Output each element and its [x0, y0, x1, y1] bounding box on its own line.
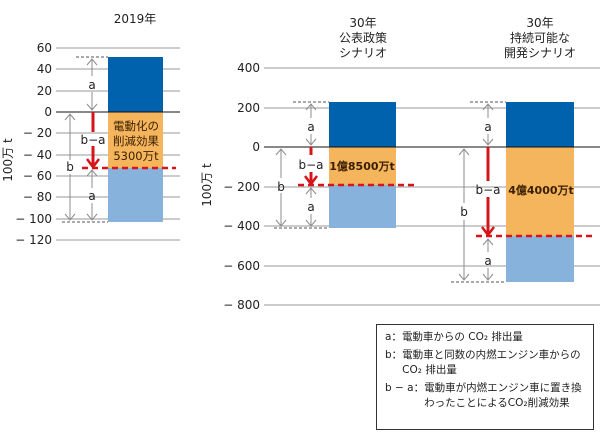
arrow-a-top-sustainable: a [482, 103, 494, 146]
chart-title-sustainable-development: 30年 持続可能な 開発シナリオ [504, 16, 576, 60]
y-axis-label: 100万 t [1, 138, 15, 182]
y-axis-ticks: 60 40 20 0 − 20 − 40 − 60 − 80 − 100 − 1… [15, 41, 52, 247]
bar-reduction-sustainable [506, 147, 574, 236]
legend: a： 電動車からの CO₂ 排出量 b： 電動車と同数の内燃エンジン車からの C… [376, 324, 594, 430]
svg-text:b−a: b−a [475, 183, 500, 197]
arrow-b-minus-a-stated: b−a [298, 147, 324, 187]
svg-text:− 80: − 80 [23, 190, 52, 204]
svg-text:0: 0 [252, 140, 260, 154]
svg-text:持続可能な: 持続可能な [510, 30, 570, 45]
svg-text:− 40: − 40 [23, 148, 52, 162]
svg-text:− 60: − 60 [23, 169, 52, 183]
bar-a-bottom-sustainable [506, 236, 574, 282]
arrow-b: b [64, 113, 76, 221]
svg-text:電動化の: 電動化の [113, 119, 159, 133]
y-axis-ticks: 400 200 0 − 200 − 400 − 600 − 800 [223, 61, 260, 312]
svg-text:削減効果: 削減効果 [113, 134, 159, 148]
svg-text:− 100: − 100 [15, 212, 52, 226]
svg-text:60: 60 [37, 41, 52, 55]
svg-text:30年: 30年 [526, 16, 553, 30]
arrow-a-bottom: a [86, 169, 98, 221]
arrow-a-bottom-sustainable: a [482, 238, 494, 281]
svg-text:a: a [484, 120, 491, 134]
svg-text:b: b [66, 160, 74, 174]
arrow-b-stated: b [275, 148, 287, 227]
bar-reduction-stated [329, 147, 396, 185]
arrow-a-top: a [86, 58, 98, 111]
bar-a-bottom [108, 168, 163, 222]
svg-text:30年: 30年 [349, 16, 376, 30]
svg-text:− 120: − 120 [15, 233, 52, 247]
svg-text:20: 20 [37, 84, 52, 98]
reduction-label-sustainable: 4億4000万t [508, 183, 574, 197]
svg-text:シナリオ: シナリオ [339, 46, 387, 60]
svg-text:5300万t: 5300万t [113, 149, 159, 163]
bar-reduction [108, 112, 163, 168]
arrow-b-minus-a-sustainable: b−a [475, 147, 501, 238]
arrow-b-sustainable: b [458, 148, 470, 281]
bar-a-bottom-stated [329, 185, 396, 228]
y-axis-label: 100万 t [200, 163, 214, 207]
legend-item-b: b： 電動車と同数の内燃エンジン車からの CO₂ 排出量 [385, 349, 581, 376]
svg-text:a: a [484, 254, 491, 268]
chart-title-stated-policies: 30年 公表政策 シナリオ [339, 16, 387, 60]
svg-text:a: a [307, 200, 314, 214]
chart-2030: 30年 公表政策 シナリオ 30年 持続可能な 開発シナリオ [200, 16, 600, 312]
arrow-a-bottom-stated: a [305, 187, 317, 227]
svg-text:− 600: − 600 [223, 259, 260, 273]
svg-text:0: 0 [44, 105, 52, 119]
arrow-b-minus-a: b−a [80, 112, 106, 170]
legend-item-b-minus-a: b − a： 電動車が内燃エンジン車に置き換わったことによるCO₂削減効果 [385, 382, 582, 409]
arrow-a-top-stated: a [305, 103, 317, 146]
svg-text:a: a [307, 120, 314, 134]
bar-a-top-sustainable [506, 102, 574, 147]
svg-text:a: a [88, 189, 95, 203]
svg-text:400: 400 [237, 61, 260, 75]
legend-item-a: a： 電動車からの CO₂ 排出量 [385, 331, 523, 343]
svg-text:40: 40 [37, 62, 52, 76]
bar-a-top-stated [329, 102, 396, 147]
reduction-label: 電動化の 削減効果 5300万t [113, 119, 159, 163]
svg-text:200: 200 [237, 101, 260, 115]
svg-text:− 800: − 800 [223, 298, 260, 312]
bar-a-top [108, 57, 163, 112]
svg-text:b: b [460, 205, 468, 219]
svg-text:公表政策: 公表政策 [339, 31, 387, 45]
svg-text:a: a [88, 78, 95, 92]
svg-text:− 400: − 400 [223, 219, 260, 233]
reduction-label-stated: 1億8500万t [329, 159, 395, 173]
svg-text:− 200: − 200 [223, 180, 260, 194]
chart-2019: 2019年 60 40 20 0 − 20 − 40 − 60 [1, 12, 180, 247]
chart-title-2019: 2019年 [114, 12, 157, 26]
svg-text:開発シナリオ: 開発シナリオ [504, 46, 576, 60]
svg-text:− 20: − 20 [23, 126, 52, 140]
svg-text:b−a: b−a [80, 133, 105, 147]
svg-text:b: b [277, 180, 285, 194]
svg-text:b−a: b−a [298, 158, 323, 172]
